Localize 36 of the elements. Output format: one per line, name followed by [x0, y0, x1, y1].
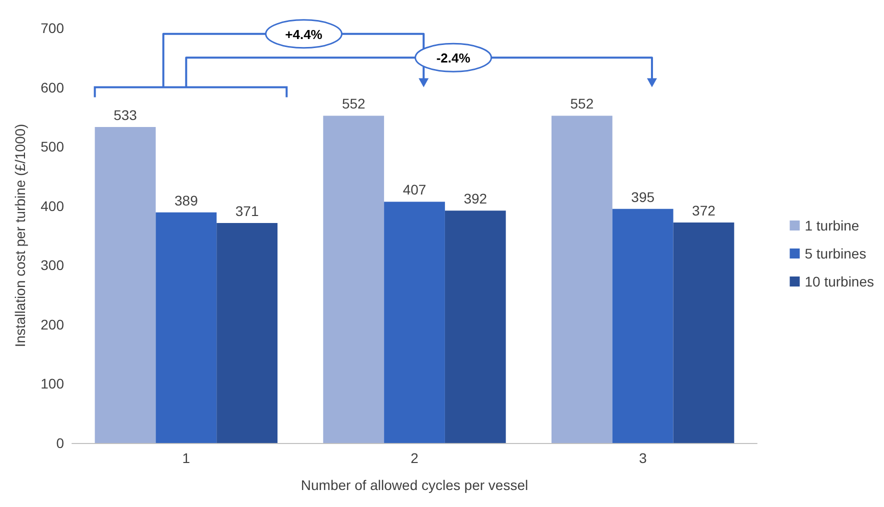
bar	[323, 116, 384, 443]
data-label: 389	[174, 192, 198, 208]
x-tick-label: 1	[182, 450, 190, 466]
y-tick-label: 0	[56, 435, 64, 451]
bar	[673, 222, 734, 443]
legend-label: 10 turbines	[804, 274, 874, 290]
data-label: 371	[235, 203, 259, 220]
data-label: 533	[114, 107, 138, 124]
bar	[94, 127, 156, 443]
y-tick-label: 600	[40, 79, 64, 96]
y-tick-label: 700	[40, 20, 64, 36]
data-label: 395	[631, 188, 655, 205]
y-tick-label: 100	[40, 376, 64, 392]
y-tick-label: 300	[40, 257, 64, 274]
x-tick-label: 3	[638, 450, 647, 466]
bar	[552, 116, 612, 443]
x-tick-label: 2	[410, 450, 419, 466]
x-axis-title: Number of allowed cycles per vessel	[300, 477, 528, 493]
data-label: 552	[342, 96, 366, 112]
data-label: 392	[464, 190, 488, 207]
data-label: 552	[570, 96, 594, 112]
data-label: 372	[692, 202, 716, 218]
bar	[216, 223, 278, 443]
y-tick-label: 400	[40, 198, 64, 214]
annotation: -2.4%	[436, 50, 471, 66]
y-axis-title: Installation cost per turbine (£/1000)	[12, 124, 28, 348]
y-tick-label: 200	[40, 316, 64, 332]
bar	[444, 210, 506, 443]
y-tick-label: 500	[40, 138, 64, 155]
bar	[384, 202, 445, 443]
legend-label: 1 turbine	[804, 218, 860, 234]
bar	[156, 212, 217, 443]
bar	[612, 208, 674, 443]
data-label: 407	[402, 182, 426, 198]
legend-label: 5 turbines	[804, 246, 866, 262]
annotation: +4.4%	[285, 26, 323, 42]
